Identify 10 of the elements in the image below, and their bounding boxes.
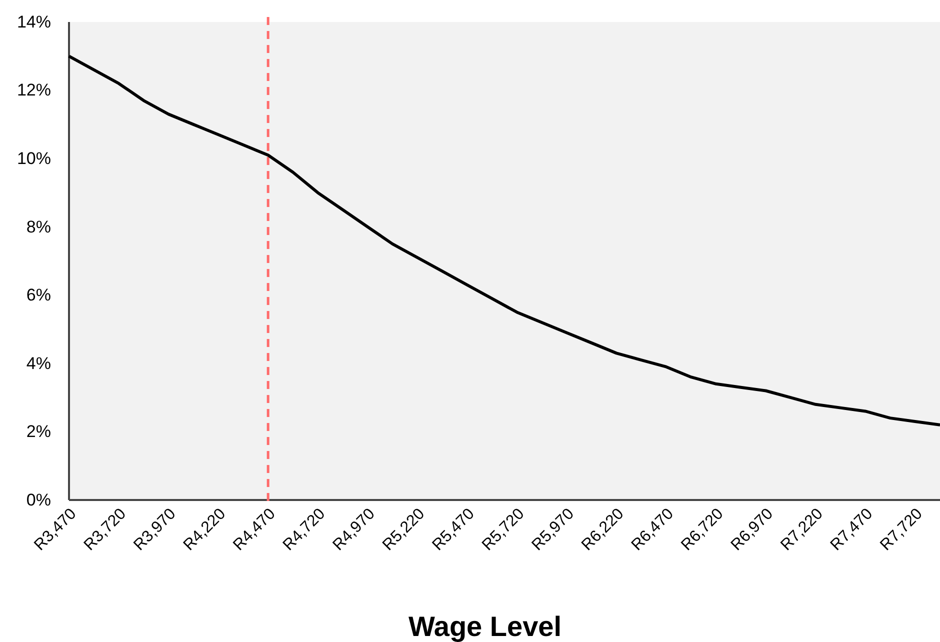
y-tick-label: 0% <box>26 490 51 510</box>
y-tick-label: 2% <box>26 422 51 442</box>
y-tick-label: 8% <box>26 217 51 236</box>
y-tick-label: 14% <box>16 12 51 32</box>
line-series <box>68 54 940 426</box>
y-tick-label: 4% <box>26 354 51 373</box>
y-tick-label: 12% <box>16 80 51 100</box>
y-tick-label: 6% <box>26 286 51 305</box>
y-tick-label: 10% <box>16 149 51 168</box>
x-axis-title: Wage Level <box>408 611 562 642</box>
